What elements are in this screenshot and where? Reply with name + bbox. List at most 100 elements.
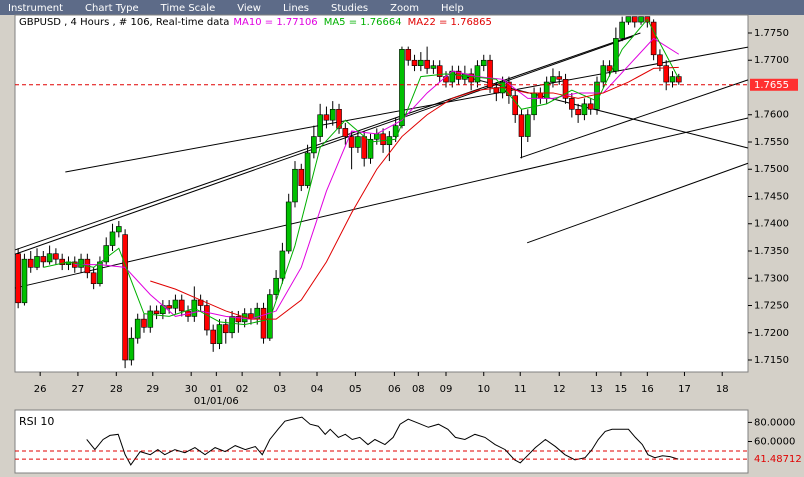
candle-body [675, 76, 682, 83]
y-tick-label: 1.7600 [754, 110, 789, 121]
candle-body [663, 65, 670, 83]
trend-line [449, 72, 749, 149]
candle-body [355, 136, 361, 148]
candle-body [399, 49, 405, 126]
candle-body [204, 305, 210, 331]
candle-body [285, 201, 292, 252]
last-price-box [750, 78, 798, 91]
menu-item[interactable]: Help [441, 3, 464, 14]
candle-body [260, 307, 267, 339]
candle-body [78, 258, 84, 268]
menu-item[interactable]: Chart Type [85, 3, 139, 14]
moving-average [43, 18, 680, 326]
candle-body [562, 79, 569, 99]
menu-item[interactable]: Lines [283, 3, 309, 14]
candle-body [53, 253, 59, 260]
candle-body [27, 258, 34, 268]
candle-body [235, 316, 242, 323]
candle-body [392, 125, 399, 137]
candle-body [373, 133, 380, 140]
candle-body [134, 318, 141, 339]
candle-body [411, 59, 418, 66]
y-tick-label: 1.7250 [754, 301, 789, 312]
candle-body [550, 76, 556, 83]
candle-body [443, 76, 449, 83]
candle-body [657, 54, 663, 66]
y-tick-label: 1.7500 [754, 164, 789, 175]
x-tick-label: 05 [349, 384, 362, 395]
y-tick-label: 1.7700 [754, 55, 789, 66]
candle-body [222, 324, 229, 334]
candle-body [97, 261, 103, 285]
x-tick-label: 08 [412, 384, 425, 395]
x-tick-label: 26 [34, 384, 47, 395]
menu-item[interactable]: Instrument [8, 3, 63, 14]
candle-body [103, 245, 110, 263]
legend-entry: MA10 = 1.77106 [233, 17, 317, 28]
candle-body [348, 136, 355, 148]
candle-body [46, 253, 53, 263]
candle-body [493, 87, 500, 94]
y-tick-label: 1.7450 [754, 191, 789, 202]
candle-body [298, 168, 305, 186]
candle-body [116, 226, 122, 233]
x-tick-label: 15 [615, 384, 628, 395]
y-tick-label: 60.0000 [754, 437, 795, 448]
x-tick-label: 09 [440, 384, 453, 395]
candle-body [569, 98, 575, 110]
candle-body [342, 128, 349, 137]
x-tick-label: 12 [553, 384, 566, 395]
candle-body [480, 59, 487, 66]
candle-body [619, 21, 625, 39]
date-label: 01/01/06 [194, 396, 239, 407]
candle-body [153, 310, 160, 314]
candle-body [537, 92, 544, 99]
menu-item[interactable]: Zoom [390, 3, 419, 14]
candle-body [430, 65, 437, 69]
y-tick-label: 1.7200 [754, 328, 789, 339]
candle-body [172, 299, 179, 309]
candle-body [109, 231, 116, 246]
candle-body [292, 168, 298, 203]
candle-body [487, 59, 493, 88]
candle-body [34, 256, 40, 268]
candle-body [147, 310, 154, 328]
candle-body [267, 294, 273, 339]
x-tick-label: 04 [311, 384, 324, 395]
y-tick-label: 80.0000 [754, 417, 795, 428]
candle-body [21, 258, 28, 304]
last-value-label: 41.48712 [754, 454, 802, 465]
candle-body [669, 76, 676, 83]
x-tick-label: 01 [210, 384, 223, 395]
candle-body [631, 16, 638, 23]
candle-body [40, 256, 47, 263]
x-tick-label: 03 [274, 384, 287, 395]
candle-body [59, 258, 65, 265]
candle-body [279, 250, 286, 279]
menu-item[interactable]: View [237, 3, 261, 14]
trend-line [65, 46, 749, 173]
trend-line [520, 79, 749, 159]
candle-body [166, 305, 172, 309]
moving-average [150, 66, 679, 320]
y-tick-label: 1.7750 [754, 28, 789, 39]
candle-body [468, 73, 474, 83]
menu-item[interactable]: Time Scale [160, 3, 216, 14]
candle-body [594, 81, 600, 110]
y-tick-label: 1.7150 [754, 355, 789, 366]
candle-body [600, 65, 607, 83]
candle-body [311, 136, 317, 154]
menu-item[interactable]: Studies [331, 3, 368, 14]
candle-body [556, 76, 563, 80]
candle-body [581, 103, 588, 116]
candle-body [141, 318, 147, 328]
x-tick-label: 02 [236, 384, 249, 395]
candle-body [329, 108, 336, 121]
y-tick-label: 1.7550 [754, 137, 789, 148]
rsi-line [86, 416, 679, 466]
candle-body [524, 114, 531, 137]
candle-body [606, 65, 613, 72]
rsi-panel [14, 409, 749, 474]
